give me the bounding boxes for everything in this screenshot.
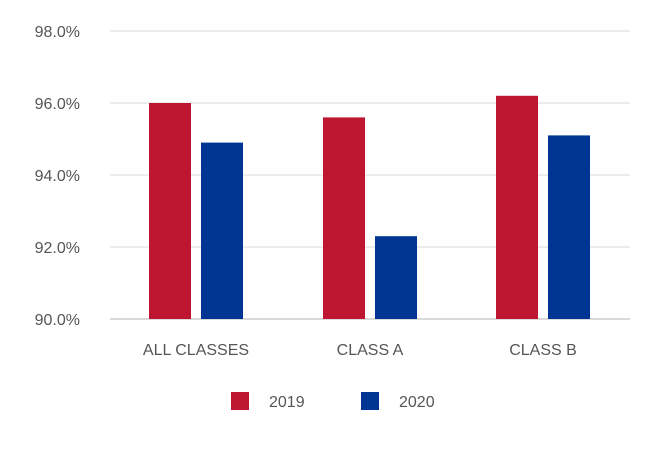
- bar-2020-class-a: [375, 236, 417, 319]
- bar-2020-all-classes: [201, 142, 243, 319]
- bar-2019-class-a: [323, 117, 365, 320]
- legend-swatch-2020: [361, 392, 379, 410]
- gridlines: [110, 30, 630, 320]
- legend: 2019 2020: [231, 392, 435, 411]
- y-tick-label: 92.0%: [35, 240, 80, 257]
- bar-2019-all-classes: [149, 103, 191, 319]
- bar-2019-class-b: [496, 95, 538, 319]
- legend-label-2020: 2020: [399, 394, 435, 411]
- y-tick-label: 96.0%: [35, 96, 80, 113]
- x-tick-label: CLASS B: [509, 342, 577, 359]
- y-tick-label: 90.0%: [35, 312, 80, 329]
- bars: [149, 95, 590, 320]
- x-tick-label: CLASS A: [337, 342, 404, 359]
- x-axis-tick-labels: ALL CLASSES CLASS A CLASS B: [143, 342, 577, 359]
- y-tick-label: 94.0%: [35, 168, 80, 185]
- x-tick-label: ALL CLASSES: [143, 342, 249, 359]
- legend-label-2019: 2019: [269, 394, 305, 411]
- bar-2020-class-b: [548, 135, 590, 319]
- y-tick-label: 98.0%: [35, 24, 80, 41]
- y-axis-tick-labels: 90.0% 92.0% 94.0% 96.0% 98.0%: [35, 24, 80, 329]
- legend-swatch-2019: [231, 392, 249, 410]
